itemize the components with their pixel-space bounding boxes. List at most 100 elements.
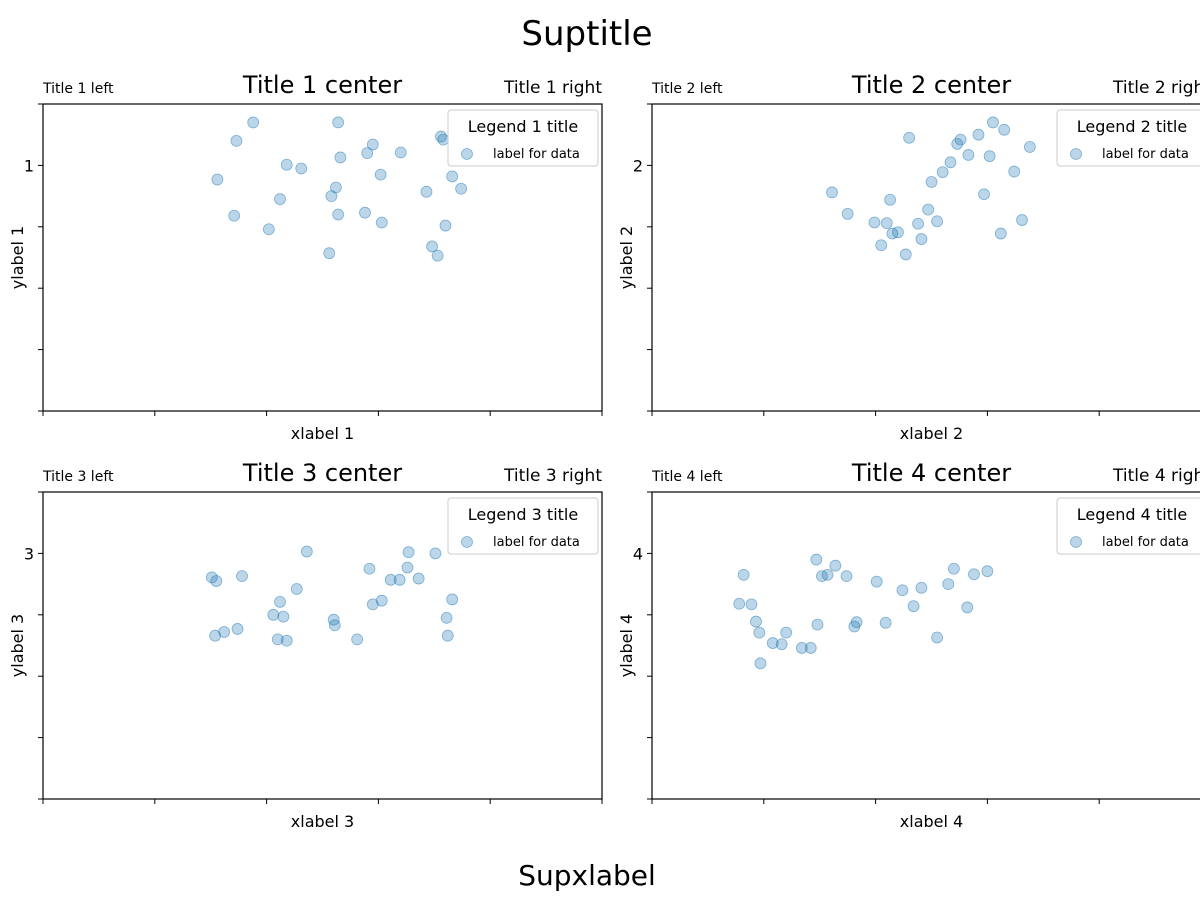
data-point	[374, 168, 387, 181]
data-point	[384, 573, 397, 586]
data-point	[775, 638, 788, 651]
data-point	[981, 565, 994, 578]
legend: Legend 1 title label for data	[447, 109, 599, 167]
data-point	[325, 190, 338, 203]
data-point	[230, 134, 243, 147]
data-point	[393, 573, 406, 586]
x-axis-label: xlabel 1	[291, 424, 354, 443]
data-point	[899, 248, 912, 261]
data-point	[290, 583, 303, 595]
data-point	[440, 611, 453, 624]
data-point	[987, 116, 999, 129]
data-point	[875, 239, 888, 252]
data-point	[274, 193, 286, 206]
subplot-2: Title 2 left Title 2 center Title 2 right 2…	[617, 71, 1200, 443]
y-tick-label: 4	[633, 544, 643, 563]
data-point	[332, 208, 345, 221]
legend-marker	[1070, 536, 1082, 548]
title-center: Title 4 center	[851, 459, 1011, 487]
data-point	[804, 642, 817, 654]
data-point	[211, 173, 224, 186]
supxlabel: Supxlabel	[518, 859, 656, 892]
data-point	[1016, 214, 1028, 226]
data-point	[925, 176, 938, 188]
data-point	[375, 216, 388, 229]
legend-box	[1056, 109, 1200, 167]
y-tick-label: 2	[633, 156, 643, 175]
data-point	[394, 146, 407, 159]
data-point	[994, 227, 1007, 240]
data-point	[420, 185, 433, 198]
data-point	[277, 610, 290, 623]
title-left: Title 2 left	[651, 81, 723, 97]
data-point	[850, 616, 863, 629]
data-point	[961, 601, 974, 614]
data-point	[870, 575, 883, 588]
data-point	[915, 233, 928, 245]
data-point	[262, 223, 275, 236]
data-point	[366, 598, 379, 611]
data-point	[880, 217, 893, 230]
data-point	[983, 150, 996, 163]
data-point	[947, 562, 960, 575]
title-left: Title 1 left	[42, 81, 114, 97]
data-point	[323, 247, 336, 260]
data-point	[879, 616, 892, 629]
legend: Legend 2 title label for data	[1056, 109, 1200, 167]
data-point	[361, 147, 374, 160]
legend-marker	[1070, 148, 1082, 160]
data-point	[811, 618, 824, 631]
data-point	[1023, 141, 1036, 153]
data-point	[274, 596, 286, 608]
data-point	[795, 642, 808, 654]
data-point	[915, 581, 928, 594]
title-right: Title 1 right	[503, 78, 602, 98]
data-point	[884, 193, 897, 206]
data-point	[922, 203, 935, 216]
data-point	[236, 570, 248, 583]
title-left: Title 4 left	[651, 469, 723, 485]
data-point	[896, 584, 909, 597]
data-point	[437, 133, 450, 146]
suptitle: Suptitle	[521, 14, 652, 54]
data-point	[441, 629, 454, 642]
data-point	[280, 158, 293, 171]
x-axis-label: xlabel 2	[900, 424, 963, 443]
data-point	[363, 562, 376, 575]
data-point	[209, 629, 222, 642]
data-point	[998, 123, 1011, 136]
data-point	[401, 561, 414, 574]
data-point	[745, 598, 758, 611]
legend-box	[447, 497, 599, 555]
data-point	[978, 188, 990, 201]
legend-label: label for data	[493, 535, 580, 550]
data-point	[840, 570, 853, 583]
legend: Legend 4 title label for data	[1056, 497, 1200, 555]
scatter-series	[211, 116, 468, 262]
subplot-4: Title 4 left Title 4 center Title 4 right 4…	[617, 459, 1200, 831]
data-point	[750, 615, 762, 628]
data-point	[332, 116, 345, 129]
data-point	[733, 597, 746, 610]
data-point	[868, 216, 881, 229]
legend-title: Legend 3 title	[468, 505, 578, 524]
data-point	[431, 249, 444, 262]
data-point	[351, 633, 364, 646]
legend-title: Legend 2 title	[1077, 117, 1187, 136]
data-point	[821, 568, 834, 581]
data-point	[231, 623, 244, 635]
data-point	[942, 578, 955, 590]
y-tick-label: 1	[24, 156, 34, 175]
data-point	[972, 128, 985, 141]
scatter-series	[733, 553, 994, 670]
data-point	[429, 547, 442, 560]
legend-box	[447, 109, 599, 167]
legend-label: label for data	[1102, 535, 1189, 550]
data-point	[228, 209, 241, 222]
data-point	[962, 149, 975, 161]
subplot-3: Title 3 left Title 3 center Title 3 right 3…	[8, 459, 603, 831]
title-left: Title 3 left	[42, 469, 114, 485]
data-point	[912, 217, 924, 230]
data-point	[247, 116, 260, 129]
